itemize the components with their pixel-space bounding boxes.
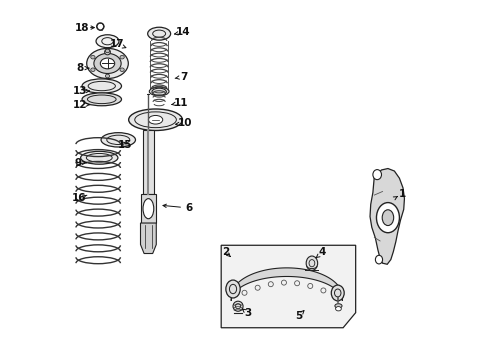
Ellipse shape [94,53,121,73]
Text: 11: 11 [173,98,187,108]
Text: 8: 8 [77,63,84,73]
Ellipse shape [128,109,182,131]
Ellipse shape [100,58,115,69]
Text: 6: 6 [185,203,192,213]
Polygon shape [369,168,404,264]
Text: 1: 1 [398,189,405,199]
Ellipse shape [82,93,121,106]
Polygon shape [221,245,355,328]
Ellipse shape [91,55,95,59]
Text: 17: 17 [110,40,124,49]
Text: 16: 16 [71,193,86,203]
Text: 13: 13 [73,86,87,96]
Ellipse shape [149,87,169,96]
Ellipse shape [96,35,119,48]
Text: 15: 15 [118,140,132,150]
Ellipse shape [330,285,344,301]
Ellipse shape [152,88,166,95]
Text: 5: 5 [295,311,302,320]
Text: 10: 10 [178,118,192,128]
Text: 4: 4 [318,247,325,257]
Ellipse shape [105,49,109,53]
Ellipse shape [225,280,240,298]
Ellipse shape [376,203,399,233]
Bar [141,194,155,223]
Ellipse shape [147,27,170,40]
Ellipse shape [120,55,124,59]
Polygon shape [140,223,156,253]
Ellipse shape [148,116,163,124]
Ellipse shape [101,133,135,147]
Ellipse shape [81,151,118,164]
Ellipse shape [382,210,393,226]
Polygon shape [231,268,342,301]
Ellipse shape [335,307,341,311]
Ellipse shape [142,199,153,219]
Text: 18: 18 [75,23,89,33]
Ellipse shape [372,170,381,180]
Text: 9: 9 [74,158,81,168]
Ellipse shape [120,68,124,72]
Ellipse shape [305,256,317,270]
Text: 14: 14 [176,27,190,37]
Ellipse shape [334,304,341,308]
Text: 12: 12 [73,100,87,110]
Text: 7: 7 [180,72,187,82]
Ellipse shape [105,74,109,78]
Ellipse shape [375,255,382,264]
Ellipse shape [82,79,121,93]
Bar [142,130,154,194]
Ellipse shape [233,301,243,311]
Ellipse shape [104,49,110,55]
Text: 3: 3 [244,309,251,318]
Ellipse shape [91,68,95,72]
Ellipse shape [86,48,128,78]
Text: 2: 2 [222,247,229,257]
